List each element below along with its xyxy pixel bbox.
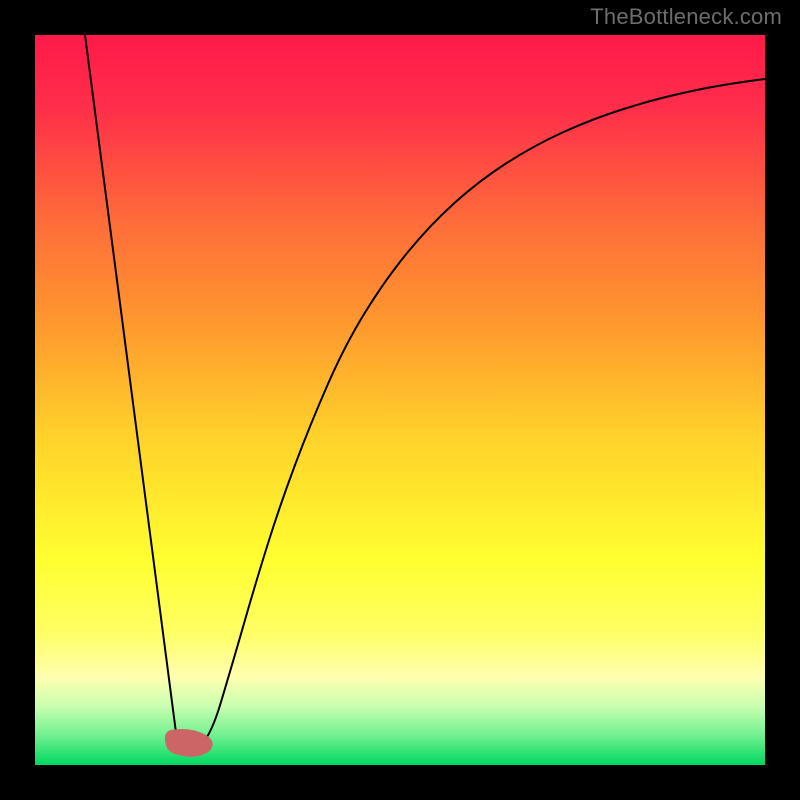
optimal-marker [165,730,212,757]
plot-area [35,35,765,765]
chart-stage: TheBottleneck.com [0,0,800,800]
watermark-text: TheBottleneck.com [590,4,782,30]
bottleneck-curve [85,35,765,749]
curve-layer [35,35,765,765]
